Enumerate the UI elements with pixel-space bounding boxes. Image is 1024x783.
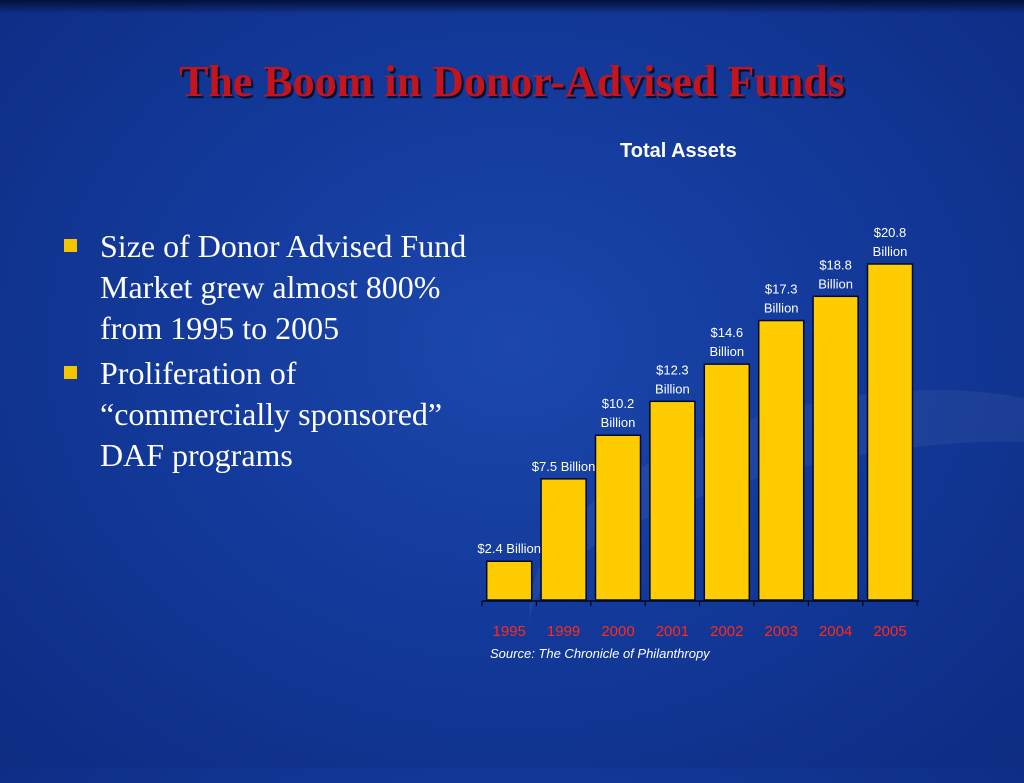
- square-bullet-icon: [64, 366, 77, 379]
- bullet-text: Proliferation of “commercially sponsored…: [100, 355, 443, 473]
- x-tick-label-2002: 2002: [710, 623, 743, 640]
- bar-2003: [757, 319, 805, 601]
- x-tick-label-2004: 2004: [819, 623, 852, 640]
- data-label-2003: $17.3: [765, 282, 798, 297]
- data-label-2005: $20.8: [874, 225, 907, 240]
- x-tick-label-2001: 2001: [656, 623, 689, 640]
- x-tick-label-2005: 2005: [873, 623, 906, 640]
- data-label-2000: $10.2: [602, 396, 635, 411]
- chart-source: Source: The Chronicle of Philanthropy: [490, 646, 710, 661]
- bar-2000: [594, 434, 642, 601]
- bullet-list: Size of Donor Advised Fund Market grew a…: [60, 226, 480, 480]
- bar-1995: [485, 560, 533, 601]
- data-label-2001: $12.3: [656, 362, 689, 377]
- data-label-1999: $7.5 Billion: [532, 459, 596, 474]
- bullet-item: Proliferation of “commercially sponsored…: [60, 353, 480, 476]
- slide-title: The Boom in Donor-Advised Funds: [179, 57, 845, 106]
- x-tick-label-2000: 2000: [601, 623, 634, 640]
- data-label-1995: $2.4 Billion: [477, 541, 541, 556]
- x-tick-label-1999: 1999: [547, 623, 580, 640]
- bar-2004: [812, 295, 859, 601]
- bullet-text: Size of Donor Advised Fund Market grew a…: [100, 228, 467, 346]
- total-assets-bar-chart: $2.4 Billion 1995 $7.5 Billion 1999 $10.2 Bil…: [477, 225, 920, 640]
- x-tick-label-2003: 2003: [765, 623, 798, 640]
- data-label-2002: Billion: [709, 344, 744, 359]
- x-tick-label-1995: 1995: [493, 623, 526, 640]
- data-label-2002: $14.6: [711, 325, 744, 340]
- chart-title: Total Assets: [620, 140, 737, 162]
- data-label-2001: Billion: [655, 381, 690, 396]
- data-label-2004: $18.8: [819, 257, 852, 272]
- bullet-item: Size of Donor Advised Fund Market grew a…: [60, 226, 480, 349]
- bar-2005: [866, 263, 914, 601]
- bar-2001: [649, 400, 696, 601]
- data-label-2000: Billion: [601, 415, 636, 430]
- data-label-2004: Billion: [818, 276, 853, 291]
- bar-1999: [540, 478, 587, 601]
- bar-2002: [703, 363, 751, 601]
- data-label-2005: Billion: [873, 244, 908, 259]
- top-shadow-bar: [0, 0, 1024, 14]
- square-bullet-icon: [64, 239, 77, 252]
- data-label-2003: Billion: [764, 301, 799, 316]
